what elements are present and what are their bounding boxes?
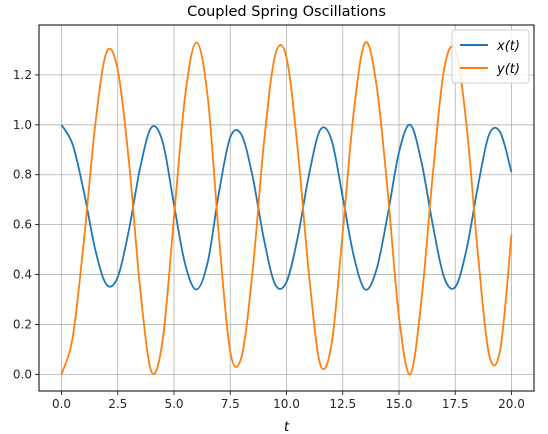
x-tick-label: 0.0 <box>52 397 71 411</box>
y-tick-label: 0.0 <box>13 367 32 381</box>
legend-label-x: x(t) <box>496 39 520 54</box>
series-line-x <box>60 123 513 291</box>
legend: x(t) y(t) <box>451 29 530 84</box>
legend-box <box>451 29 530 84</box>
grid-lines <box>39 25 534 391</box>
x-tick-label: 17.5 <box>442 397 469 411</box>
x-tick-label: 2.5 <box>108 397 127 411</box>
legend-label-y: y(t) <box>496 62 520 77</box>
x-tick-label: 7.5 <box>221 397 240 411</box>
chart-title: Coupled Spring Oscillations <box>187 4 386 20</box>
series-line-y <box>60 41 513 376</box>
tick-marks <box>35 74 512 395</box>
y-tick-label: 0.4 <box>13 268 32 282</box>
x-axis-label: t <box>284 420 290 434</box>
y-tick-label: 1.2 <box>13 68 32 82</box>
series-layer <box>60 41 513 376</box>
x-tick-label: 10.0 <box>273 397 300 411</box>
y-tick-label: 1.0 <box>13 118 32 132</box>
x-tick-label: 12.5 <box>329 397 356 411</box>
y-tick-label: 0.2 <box>13 317 32 331</box>
y-tick-label: 0.6 <box>13 218 32 232</box>
x-tick-label: 5.0 <box>164 397 183 411</box>
x-tick-label: 20.0 <box>498 397 525 411</box>
x-tick-label: 15.0 <box>386 397 413 411</box>
y-tick-label: 0.8 <box>13 168 32 182</box>
